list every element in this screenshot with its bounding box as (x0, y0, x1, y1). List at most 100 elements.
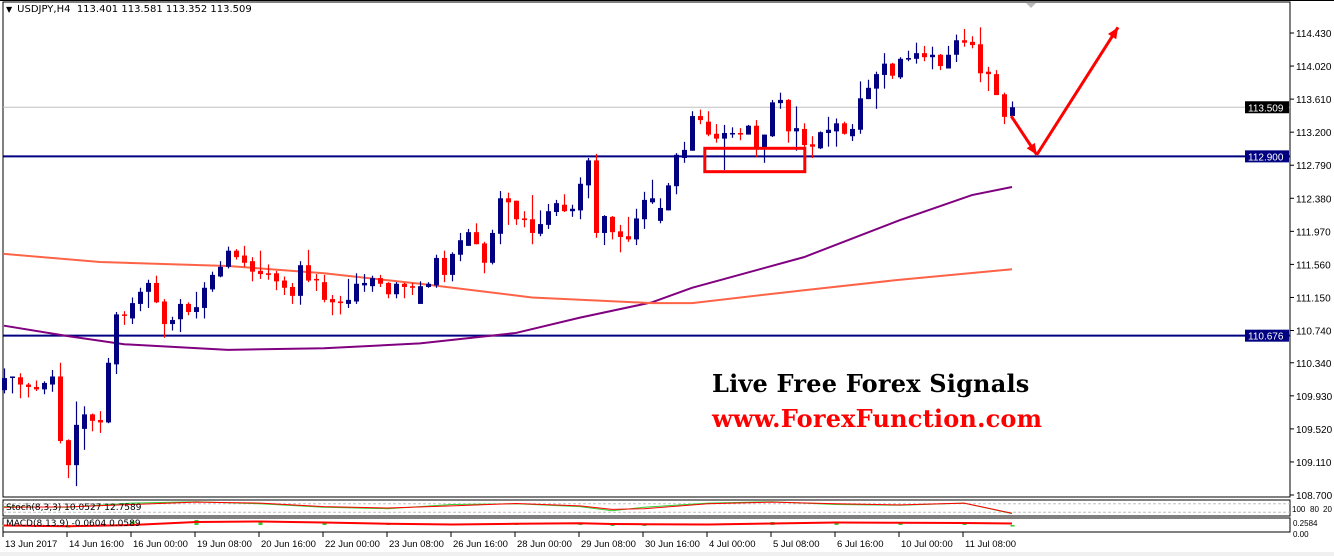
bearish-candle (970, 41, 975, 46)
stochastic-axis-label: 20 (1323, 505, 1332, 514)
bullish-candle (570, 208, 575, 212)
x-tick-label: 10 Jul 00:00 (901, 539, 953, 550)
bullish-candle (50, 376, 55, 385)
x-tick-label: 13 Jun 2017 (5, 539, 57, 550)
bearish-candle (66, 440, 71, 466)
current-price-label: 113.509 (1248, 103, 1284, 114)
bearish-candle (594, 160, 599, 233)
level-price-badge (1245, 329, 1289, 342)
bullish-candle (770, 102, 775, 137)
bullish-candle (178, 303, 183, 320)
bullish-candle (114, 314, 119, 365)
bearish-candle (154, 282, 159, 303)
bullish-candle (210, 274, 215, 290)
bullish-candle (850, 128, 855, 137)
bullish-candle (490, 232, 495, 263)
bearish-candle (338, 301, 343, 304)
stochastic-axis-label: 80 (1310, 505, 1319, 514)
macd-signal-line (3, 520, 1013, 528)
stochastic-axis-label: 100 (1292, 505, 1306, 514)
macd-histogram-bar (898, 522, 903, 525)
bearish-candle (378, 278, 383, 284)
y-tick-label: 114.020 (1296, 62, 1332, 73)
bullish-candle (434, 257, 439, 286)
y-tick-label: 111.970 (1296, 227, 1331, 238)
bearish-candle (938, 54, 943, 67)
bullish-candle (170, 320, 175, 325)
bearish-candle (506, 198, 511, 203)
level-price-label: 110.676 (1248, 332, 1284, 343)
macd-axis-label: 0.00 (1293, 530, 1309, 539)
y-tick-label: 109.110 (1296, 458, 1332, 469)
bullish-candle (794, 128, 799, 132)
bullish-candle (426, 283, 431, 287)
bearish-candle (402, 283, 407, 287)
bullish-candle (362, 282, 367, 286)
bullish-candle (146, 282, 151, 292)
level-price-badge (1245, 150, 1289, 163)
symbol-label: USDJPY,H4 (17, 4, 71, 15)
bearish-candle (58, 376, 63, 441)
bearish-candle (754, 125, 759, 150)
bearish-candle (706, 121, 711, 135)
moving-average-line (3, 252, 1013, 305)
macd-histogram-bar (834, 521, 839, 525)
bearish-candle (1002, 94, 1007, 117)
bearish-candle (842, 123, 847, 134)
bearish-candle (410, 286, 415, 288)
bullish-candle (682, 149, 687, 158)
bearish-candle (90, 414, 95, 421)
bullish-candle (2, 378, 7, 391)
bearish-candle (282, 280, 287, 288)
bullish-candle (946, 54, 951, 69)
bullish-candle (74, 424, 79, 466)
bearish-candle (922, 53, 927, 58)
bullish-candle (1010, 107, 1015, 116)
bearish-candle (530, 219, 535, 233)
bearish-candle (986, 71, 991, 75)
y-tick-label: 111.150 (1296, 293, 1331, 304)
bullish-candle (370, 278, 375, 287)
bullish-candle (722, 132, 727, 139)
bearish-candle (738, 132, 743, 135)
bearish-candle (626, 236, 631, 240)
bearish-candle (994, 74, 999, 96)
bullish-candle (346, 299, 351, 304)
macd-histogram-bar (610, 525, 615, 526)
overlay-title: Live Free Forex Signals (712, 369, 1030, 398)
bullish-candle (650, 198, 655, 203)
bullish-candle (394, 283, 399, 295)
bearish-candle (250, 261, 255, 272)
bullish-candle (546, 211, 551, 225)
y-tick-label: 108.700 (1296, 491, 1333, 502)
x-tick-label: 20 Jun 16:00 (261, 539, 316, 550)
bearish-candle (514, 200, 519, 220)
bullish-candle (882, 63, 887, 75)
bullish-candle (826, 129, 831, 133)
bullish-candle (874, 74, 879, 89)
bullish-candle (498, 198, 503, 234)
macd-histogram-bar (322, 522, 327, 525)
macd-histogram-bar (130, 521, 135, 525)
dropdown-triangle-icon[interactable]: ▼ (6, 5, 13, 14)
x-tick-label: 5 Jul 08:00 (773, 539, 819, 550)
bullish-candle (586, 160, 591, 186)
bullish-candle (730, 132, 735, 135)
macd-histogram-bar (962, 522, 967, 525)
bullish-candle (866, 87, 871, 100)
bearish-candle (314, 278, 319, 281)
bullish-candle (898, 58, 903, 78)
bullish-candle (194, 307, 199, 312)
bearish-candle (810, 144, 815, 147)
bearish-candle (714, 133, 719, 139)
y-tick-label: 111.560 (1296, 260, 1331, 271)
bullish-candle (858, 98, 863, 130)
x-tick-label: 26 Jun 16:00 (453, 539, 508, 550)
overlay-url: www.ForexFunction.com (712, 404, 1043, 433)
bearish-candle (306, 265, 311, 281)
y-tick-label: 112.380 (1296, 194, 1332, 205)
bullish-candle (930, 54, 935, 58)
bearish-candle (890, 63, 895, 76)
macd-histogram-bar (1010, 525, 1015, 527)
